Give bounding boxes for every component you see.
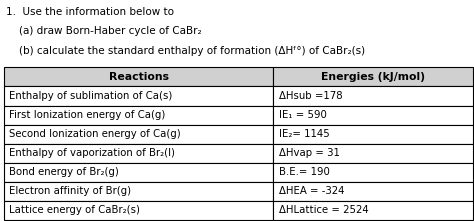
FancyBboxPatch shape: [4, 144, 273, 163]
Text: ΔHLattice = 2524: ΔHLattice = 2524: [279, 205, 369, 215]
FancyBboxPatch shape: [273, 182, 473, 201]
FancyBboxPatch shape: [273, 86, 473, 105]
FancyBboxPatch shape: [273, 105, 473, 125]
Text: Bond energy of Br₂(g): Bond energy of Br₂(g): [9, 167, 119, 177]
Text: Reactions: Reactions: [109, 72, 169, 82]
Text: B.E.= 190: B.E.= 190: [279, 167, 330, 177]
FancyBboxPatch shape: [4, 105, 273, 125]
FancyBboxPatch shape: [273, 125, 473, 144]
FancyBboxPatch shape: [4, 86, 273, 105]
FancyBboxPatch shape: [273, 144, 473, 163]
FancyBboxPatch shape: [4, 182, 273, 201]
Text: IE₁ = 590: IE₁ = 590: [279, 110, 327, 120]
Text: ΔHvap = 31: ΔHvap = 31: [279, 148, 340, 158]
FancyBboxPatch shape: [4, 163, 273, 182]
Text: Energies (kJ/mol): Energies (kJ/mol): [321, 72, 425, 82]
Text: First Ionization energy of Ca(g): First Ionization energy of Ca(g): [9, 110, 166, 120]
Text: Enthalpy of vaporization of Br₂(l): Enthalpy of vaporization of Br₂(l): [9, 148, 175, 158]
FancyBboxPatch shape: [273, 163, 473, 182]
Text: Second Ionization energy of Ca(g): Second Ionization energy of Ca(g): [9, 129, 181, 139]
FancyBboxPatch shape: [273, 201, 473, 220]
Text: ΔHEA = -324: ΔHEA = -324: [279, 186, 345, 196]
Text: (a) draw Born-Haber cycle of CaBr₂: (a) draw Born-Haber cycle of CaBr₂: [6, 26, 201, 36]
Text: Lattice energy of CaBr₂(s): Lattice energy of CaBr₂(s): [9, 205, 140, 215]
Text: ΔHsub =178: ΔHsub =178: [279, 91, 343, 101]
Text: Electron affinity of Br(g): Electron affinity of Br(g): [9, 186, 132, 196]
FancyBboxPatch shape: [273, 67, 473, 86]
FancyBboxPatch shape: [4, 201, 273, 220]
Text: Enthalpy of sublimation of Ca(s): Enthalpy of sublimation of Ca(s): [9, 91, 173, 101]
FancyBboxPatch shape: [4, 125, 273, 144]
Text: 1.  Use the information below to: 1. Use the information below to: [6, 7, 173, 17]
Text: (b) calculate the standard enthalpy of formation (ΔHᶠ°) of CaBr₂(s): (b) calculate the standard enthalpy of f…: [6, 46, 365, 55]
Text: IE₂= 1145: IE₂= 1145: [279, 129, 330, 139]
FancyBboxPatch shape: [4, 67, 273, 86]
